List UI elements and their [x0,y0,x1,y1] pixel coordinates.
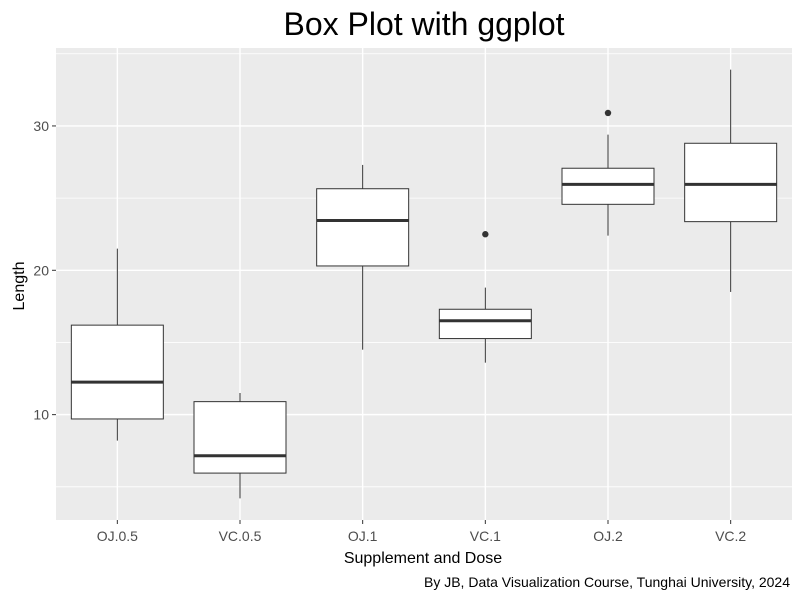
x-tick-label: OJ.2 [593,528,623,544]
y-tick-label: 30 [33,118,49,134]
box-oj-2 [561,109,655,236]
iqr-box [193,401,287,474]
iqr-box [561,167,655,205]
plot-panel [56,48,792,520]
box-vc-1 [438,231,532,363]
x-axis-ticks: OJ.0.5 VC.0.5 OJ.1 VC.1 OJ.2 VC.2 [97,520,746,544]
iqr-box [316,188,410,267]
box-oj-1 [316,164,410,350]
x-tick-label: VC.1 [470,528,501,544]
x-tick-label: OJ.0.5 [97,528,138,544]
x-tick-label: OJ.1 [348,528,378,544]
x-tick-label: VC.0.5 [219,528,262,544]
box-oj-0-5 [70,248,164,441]
y-tick-label: 10 [33,407,49,423]
box-vc-0-5 [193,392,287,499]
iqr-box [438,308,532,340]
chart-caption: By JB, Data Visualization Course, Tungha… [424,574,790,590]
x-axis-title: Supplement and Dose [344,550,502,567]
boxes [70,69,778,499]
box-vc-2 [684,69,778,292]
x-tick-label: VC.2 [715,528,746,544]
iqr-box [684,142,778,223]
chart-title: Box Plot with ggplot [283,6,564,42]
outlier-point [482,231,489,238]
y-axis-ticks: 10 20 30 [33,118,56,423]
iqr-box [70,324,164,420]
y-tick-label: 20 [33,262,49,278]
outlier-point [604,109,612,117]
y-axis-title: Length [11,262,28,311]
